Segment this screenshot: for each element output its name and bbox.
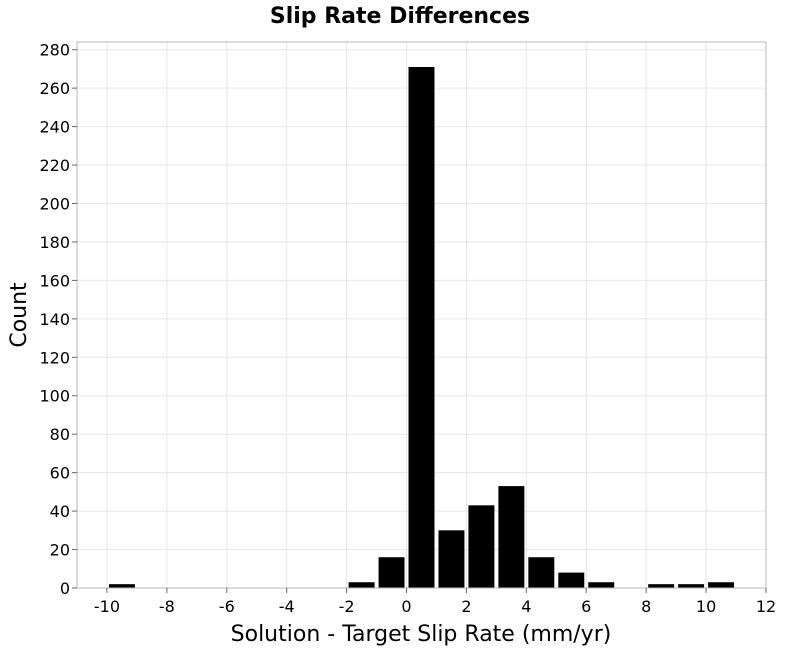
y-tick-label: 180 [39,233,70,252]
y-tick-label: 260 [39,79,70,98]
y-tick-label: 140 [39,310,70,329]
histogram-bar [528,557,555,588]
x-tick-label: 4 [521,597,531,616]
x-tick-label: -4 [279,597,295,616]
y-axis-label: Count [7,282,32,348]
x-tick-label: -6 [219,597,235,616]
chart-title: Slip Rate Differences [270,4,530,29]
y-tick-label: 60 [50,464,70,483]
x-tick-label: 10 [696,597,716,616]
histogram-bar [108,584,135,588]
histogram-bar [468,505,495,588]
histogram-bar [378,557,405,588]
y-tick-label: 80 [50,425,70,444]
x-tick-label: -8 [159,597,175,616]
y-tick-label: 220 [39,156,70,175]
histogram-bar [438,530,465,588]
y-tick-label: 20 [50,541,70,560]
x-axis-ticks: -10 -8 -6 -4 -2 0 2 4 6 8 10 12 [94,588,776,616]
y-tick-label: 280 [39,41,70,60]
y-tick-label: 160 [39,271,70,290]
y-tick-label: 0 [60,579,70,598]
y-tick-label: 200 [39,194,70,213]
plot-frame [76,41,767,589]
x-tick-label: -2 [339,597,355,616]
histogram-bar [558,572,585,588]
x-tick-label: -10 [94,597,120,616]
y-axis-ticks: 0 20 40 60 80 100 120 140 160 180 200 220 240 260 280 [39,41,77,598]
histogram-bar [348,582,375,588]
y-tick-label: 120 [39,348,70,367]
x-tick-label: 8 [641,597,651,616]
y-tick-label: 40 [50,502,70,521]
histogram-bar [708,582,735,588]
histogram-bar [588,582,615,588]
histogram-bar [498,486,525,588]
histogram-bar [648,584,675,588]
bars [108,66,735,588]
x-tick-label: 2 [461,597,471,616]
x-tick-label: 12 [756,597,776,616]
histogram-bar [678,584,705,588]
x-tick-label: 6 [581,597,591,616]
x-tick-label: 0 [401,597,411,616]
y-tick-label: 100 [39,387,70,406]
histogram-bar [408,66,435,588]
y-tick-label: 240 [39,118,70,137]
x-axis-label: Solution - Target Slip Rate (mm/yr) [231,622,612,647]
